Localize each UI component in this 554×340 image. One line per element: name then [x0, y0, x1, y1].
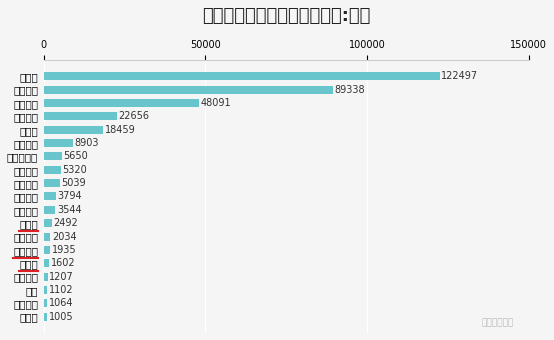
Text: 5039: 5039	[61, 178, 86, 188]
Bar	[44, 86, 332, 94]
Bar	[44, 112, 117, 120]
Bar	[44, 312, 47, 321]
Text: 1207: 1207	[49, 272, 74, 282]
Text: 22656: 22656	[119, 111, 150, 121]
Text: 8903: 8903	[74, 138, 99, 148]
Bar	[44, 246, 50, 254]
Text: 5320: 5320	[63, 165, 88, 175]
Bar	[44, 72, 440, 80]
Bar	[44, 152, 62, 160]
Text: 1935: 1935	[52, 245, 76, 255]
Text: 1064: 1064	[49, 298, 73, 308]
Text: 48091: 48091	[201, 98, 232, 108]
Text: 2492: 2492	[53, 218, 78, 228]
Bar	[44, 179, 60, 187]
Bar	[44, 299, 47, 307]
Bar	[44, 219, 52, 227]
Bar	[44, 259, 49, 267]
Bar	[44, 139, 73, 147]
Text: 122497: 122497	[442, 71, 479, 81]
Bar	[44, 192, 56, 201]
Text: 18459: 18459	[105, 125, 136, 135]
Text: 5650: 5650	[64, 151, 89, 162]
Text: 1602: 1602	[50, 258, 75, 268]
Bar	[44, 233, 50, 240]
Text: 2034: 2034	[52, 232, 76, 241]
Text: 1005: 1005	[49, 312, 73, 322]
Bar	[44, 273, 48, 280]
Bar	[44, 166, 61, 174]
Text: 1102: 1102	[49, 285, 74, 295]
Text: 89338: 89338	[334, 85, 365, 95]
Text: 3794: 3794	[58, 191, 82, 201]
Bar	[44, 99, 199, 107]
Bar	[44, 206, 55, 214]
Bar	[44, 126, 104, 134]
Text: 3544: 3544	[57, 205, 81, 215]
Text: 汽车电子设计: 汽车电子设计	[482, 319, 514, 328]
Bar	[44, 286, 47, 294]
Title: 主要运营商直流桩数量（单位:台）: 主要运营商直流桩数量（单位:台）	[202, 7, 371, 25]
